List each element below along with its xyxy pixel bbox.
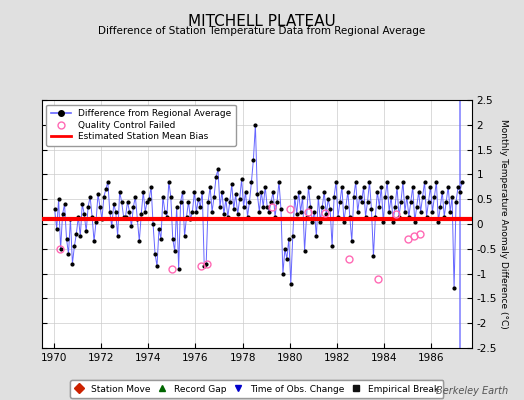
Text: Berkeley Earth: Berkeley Earth — [436, 386, 508, 396]
Legend: Station Move, Record Gap, Time of Obs. Change, Empirical Break: Station Move, Record Gap, Time of Obs. C… — [70, 380, 443, 398]
Text: MITCHELL PLATEAU: MITCHELL PLATEAU — [188, 14, 336, 29]
Text: Difference of Station Temperature Data from Regional Average: Difference of Station Temperature Data f… — [99, 26, 425, 36]
Y-axis label: Monthly Temperature Anomaly Difference (°C): Monthly Temperature Anomaly Difference (… — [499, 119, 508, 329]
